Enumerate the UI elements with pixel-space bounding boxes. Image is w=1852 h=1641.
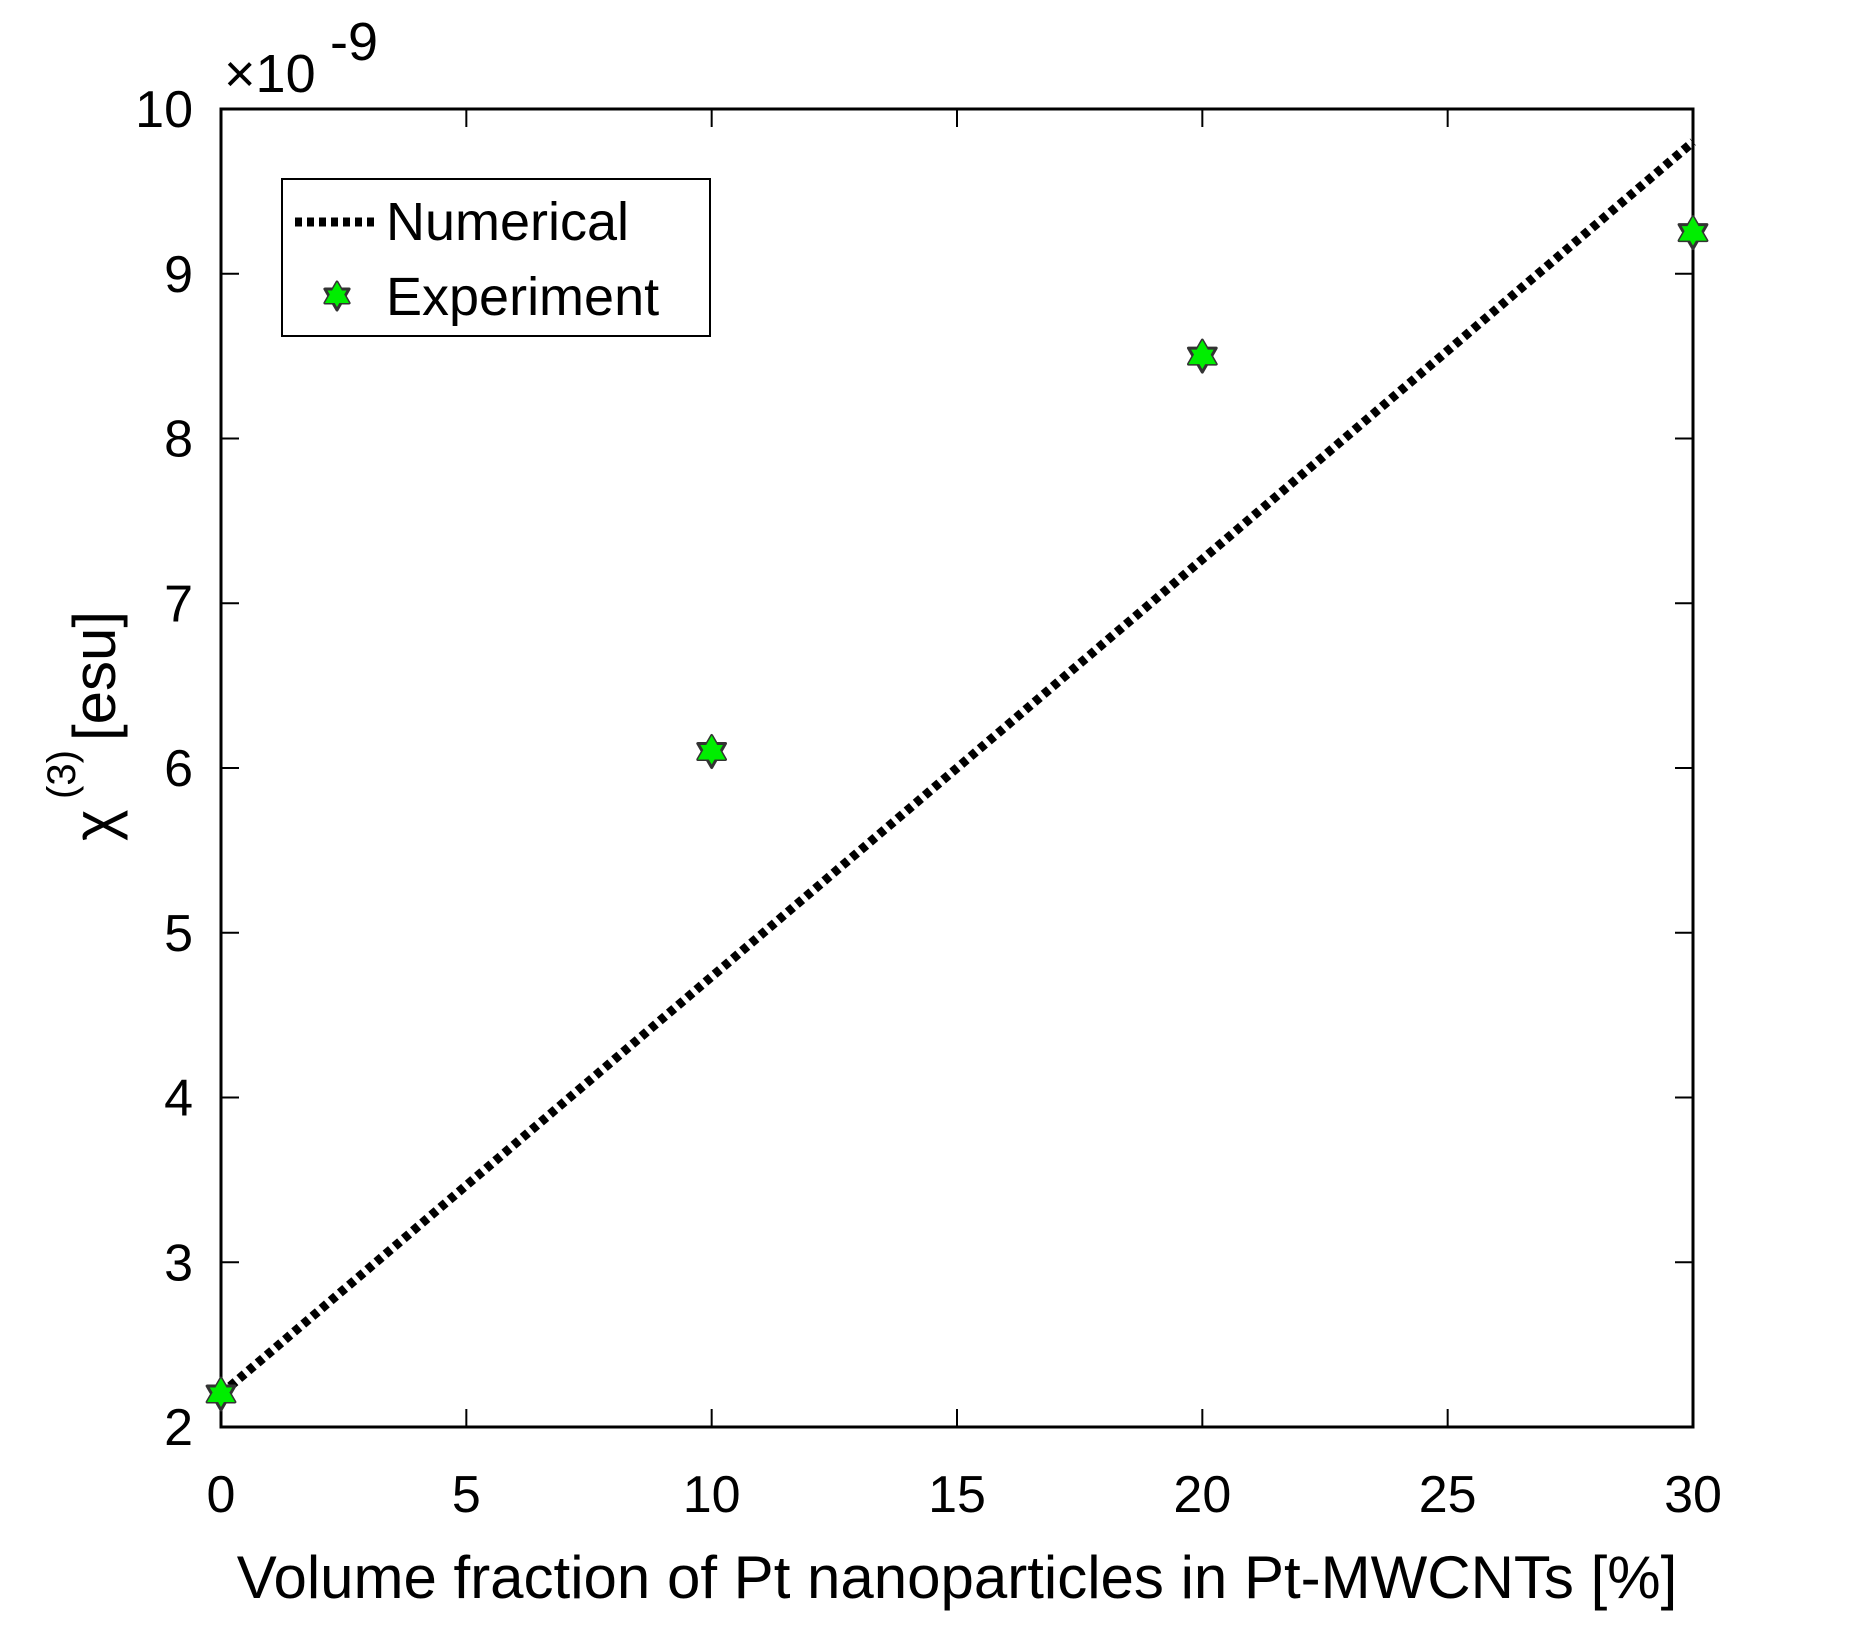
x-tick-label: 20	[1173, 1466, 1231, 1524]
y-axis-title-superscript: (3)	[40, 750, 84, 799]
legend-numerical-label: Numerical	[386, 192, 629, 252]
y-tick-label: 10	[135, 81, 193, 139]
y-axis-title: χ (3) [esu]	[40, 611, 128, 841]
y-tick-label: 2	[164, 1399, 193, 1457]
experiment-point	[1677, 215, 1709, 251]
legend: Numerical Experiment	[281, 178, 711, 337]
y-tick-label: 6	[164, 740, 193, 798]
x-axis-ticks: 0 5 10 15 20 25 30	[207, 109, 1722, 1524]
numerical-line	[218, 138, 1696, 1398]
y-tick-label: 7	[164, 575, 193, 633]
y-exponent-prefix: ×10	[224, 44, 316, 104]
experiment-point	[1187, 338, 1218, 374]
experiment-point	[696, 734, 727, 769]
y-axis-ticks: 2 3 4 5 6 7 8 9 10	[135, 81, 1693, 1457]
series-experiment	[205, 215, 1709, 1412]
y-tick-label: 8	[164, 411, 193, 469]
y-exponent-power: -9	[330, 12, 378, 72]
series-numerical	[218, 138, 1696, 1398]
x-axis-title: Volume fraction of Pt nanoparticles in P…	[237, 1544, 1678, 1611]
y-tick-label: 5	[164, 905, 193, 963]
x-tick-label: 15	[928, 1466, 986, 1524]
y-axis-title-unit: [esu]	[61, 611, 128, 741]
y-tick-label: 3	[164, 1234, 193, 1292]
y-tick-label: 9	[164, 246, 193, 304]
legend-experiment-hexagram	[323, 280, 351, 312]
y-axis-title-symbol: χ	[61, 810, 128, 842]
y-tick-label: 4	[164, 1070, 193, 1128]
x-tick-label: 30	[1664, 1466, 1722, 1524]
x-tick-label: 0	[207, 1466, 236, 1524]
legend-experiment-label: Experiment	[386, 267, 659, 327]
experiment-point	[205, 1376, 237, 1412]
x-tick-label: 5	[452, 1466, 481, 1524]
legend-box	[281, 178, 711, 337]
x-tick-label: 10	[683, 1466, 741, 1524]
x-tick-label: 25	[1419, 1466, 1477, 1524]
legend-experiment-marker	[323, 280, 351, 312]
